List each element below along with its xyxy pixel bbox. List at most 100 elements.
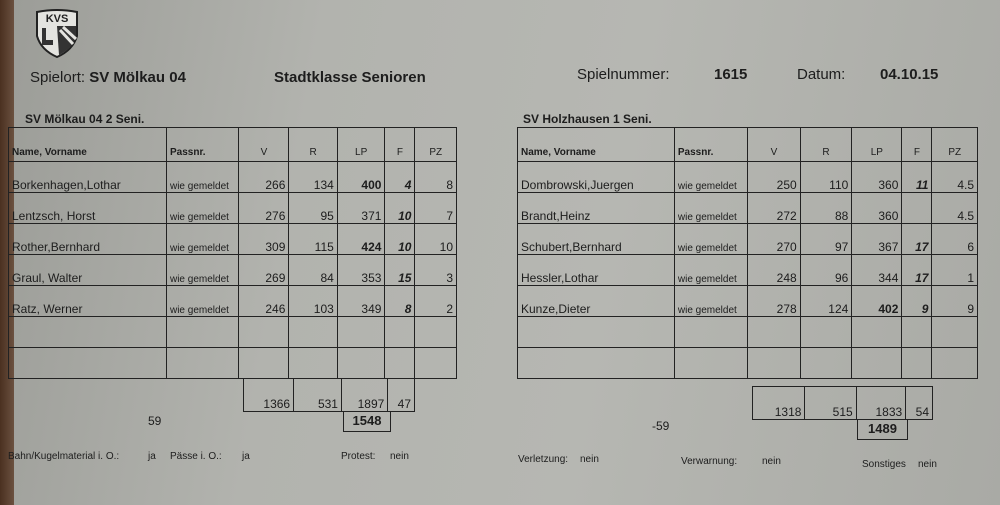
column-header-pz: PZ <box>414 127 457 162</box>
cell-r: 88 <box>799 192 853 224</box>
cell-f: 15 <box>384 254 416 286</box>
cell-r <box>799 347 853 379</box>
cell-pass: wie gemeldet <box>673 285 749 317</box>
paesse-value: ja <box>242 451 250 462</box>
away-total-lp: 1833 <box>855 386 907 420</box>
home-score-table: Name, Vorname Passnr. V R LP F PZ Borkenhagen,L… <box>8 127 457 379</box>
away-score-table: Name, Vorname Passnr. V R LP F PZ Dombrowski,Ju… <box>517 127 978 379</box>
cell-pz: 1 <box>931 254 978 286</box>
cell-v: 266 <box>238 161 290 193</box>
cell-v: 269 <box>238 254 290 286</box>
cell-f: 8 <box>384 285 416 317</box>
home-diff: 59 <box>148 414 162 428</box>
away-team-name: SV Holzhausen 1 Seni. <box>523 112 652 126</box>
cell-name <box>8 316 167 348</box>
cell-v: 278 <box>747 285 801 317</box>
cell-r: 95 <box>288 192 338 224</box>
column-header-r: R <box>288 127 338 162</box>
column-header-pass: Passnr. <box>165 127 240 162</box>
cell-lp: 371 <box>336 192 386 224</box>
column-header-lp: LP <box>336 127 386 162</box>
column-header-v: V <box>747 127 801 162</box>
cell-name: Schubert,Bernhard <box>517 223 675 255</box>
cell-pz: 4.5 <box>931 192 978 224</box>
cell-lp: 353 <box>336 254 386 286</box>
away-diff: -59 <box>652 419 670 433</box>
cell-v: 270 <box>747 223 801 255</box>
empty-row <box>517 316 978 348</box>
cell-f: 10 <box>384 223 416 255</box>
cell-name: Brandt,Heinz <box>517 192 675 224</box>
cell-pass: wie gemeldet <box>673 254 749 286</box>
cell-lp <box>336 316 386 348</box>
cell-v <box>238 347 290 379</box>
player-row: Hessler,Lothar wie gemeldet 248 96 344 17 1 <box>517 254 978 286</box>
datum-label: Datum: <box>797 66 846 83</box>
verletzung-value: nein <box>580 454 599 465</box>
cell-r: 96 <box>799 254 853 286</box>
home-totals: 1366 531 1897 47 <box>242 378 415 412</box>
cell-pass: wie gemeldet <box>165 254 240 286</box>
cell-lp: 360 <box>851 161 903 193</box>
home-result: 1548 <box>343 411 391 432</box>
column-header-lp: LP <box>851 127 903 162</box>
cell-pz: 8 <box>414 161 457 193</box>
cell-name: Hessler,Lothar <box>517 254 675 286</box>
column-header-r: R <box>799 127 853 162</box>
cell-f <box>384 347 416 379</box>
player-row: Ratz, Werner wie gemeldet 246 103 349 8 2 <box>8 285 457 317</box>
cell-name <box>517 347 675 379</box>
cell-pass: wie gemeldet <box>165 192 240 224</box>
cell-pass <box>165 316 240 348</box>
cell-r: 103 <box>288 285 338 317</box>
away-result: 1489 <box>857 419 908 440</box>
cell-lp: 360 <box>851 192 903 224</box>
cell-f: 17 <box>901 223 933 255</box>
cell-pz <box>931 347 978 379</box>
verwarnung-value: nein <box>762 456 781 467</box>
home-total-v: 1366 <box>242 378 295 412</box>
cell-pass: wie gemeldet <box>673 223 749 255</box>
cell-pz: 9 <box>931 285 978 317</box>
column-header-pz: PZ <box>931 127 978 162</box>
column-header-f: F <box>901 127 933 162</box>
cell-v: 309 <box>238 223 290 255</box>
sonstiges-label: Sonstiges <box>862 459 906 470</box>
cell-pz: 3 <box>414 254 457 286</box>
cell-name: Lentzsch, Horst <box>8 192 167 224</box>
away-total-v: 1318 <box>751 386 806 420</box>
home-total-r: 531 <box>293 378 342 412</box>
cell-f: 11 <box>901 161 933 193</box>
cell-pz: 10 <box>414 223 457 255</box>
player-row: Kunze,Dieter wie gemeldet 278 124 402 9 9 <box>517 285 978 317</box>
cell-pz: 6 <box>931 223 978 255</box>
cell-lp: 402 <box>851 285 903 317</box>
cell-name: Borkenhagen,Lothar <box>8 161 167 193</box>
bahn-label: Bahn/Kugelmaterial i. O.: <box>8 451 120 462</box>
cell-f <box>901 316 933 348</box>
cell-f <box>384 316 416 348</box>
cell-lp: 424 <box>336 223 386 255</box>
cell-lp: 344 <box>851 254 903 286</box>
cell-r: 134 <box>288 161 338 193</box>
cell-r: 84 <box>288 254 338 286</box>
cell-lp <box>336 347 386 379</box>
spielnummer-value: 1615 <box>714 66 748 83</box>
header-row: Name, Vorname Passnr. V R LP F PZ <box>517 127 978 162</box>
column-header-pass: Passnr. <box>673 127 749 162</box>
cell-v <box>747 347 801 379</box>
cell-pass: wie gemeldet <box>165 285 240 317</box>
player-row: Graul, Walter wie gemeldet 269 84 353 15 3 <box>8 254 457 286</box>
cell-lp: 367 <box>851 223 903 255</box>
cell-pz <box>414 347 457 379</box>
spielort-value: SV Mölkau 04 <box>89 69 186 86</box>
bahn-value: ja <box>148 451 156 462</box>
cell-pass <box>165 347 240 379</box>
cell-f: 4 <box>384 161 416 193</box>
cell-f: 10 <box>384 192 416 224</box>
cell-v: 276 <box>238 192 290 224</box>
away-total-r: 515 <box>804 386 857 420</box>
cell-lp <box>851 316 903 348</box>
away-totals: 1318 515 1833 54 <box>751 386 933 420</box>
cell-pass: wie gemeldet <box>165 223 240 255</box>
